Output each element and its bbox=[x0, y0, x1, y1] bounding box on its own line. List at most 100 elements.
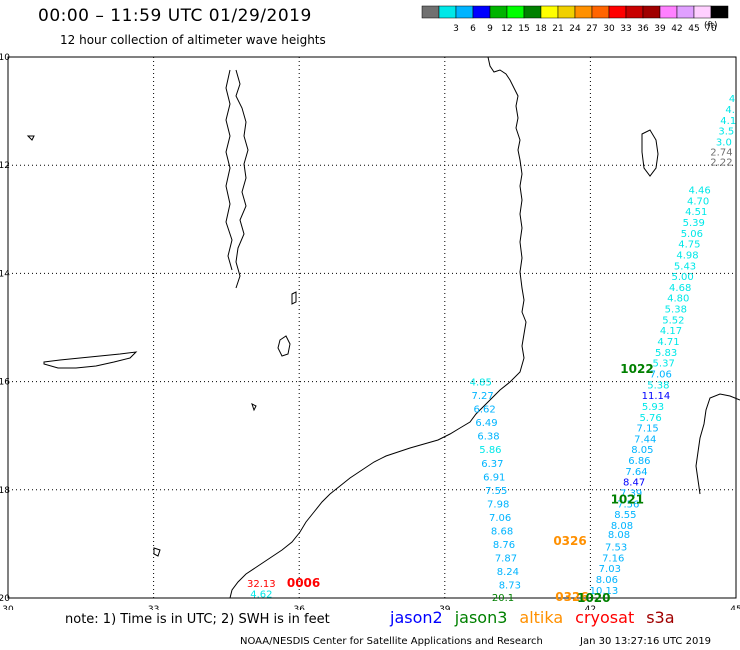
swh-value: 8.05 bbox=[631, 445, 653, 456]
lon-tick-label: 30 bbox=[2, 605, 14, 610]
swh-value: 32.13 bbox=[247, 579, 276, 590]
scale-label: 9 bbox=[487, 24, 493, 34]
swh-value: 5.76 bbox=[639, 413, 661, 424]
swh-value: 6.91 bbox=[483, 472, 505, 483]
lat-tick-label: -20 bbox=[0, 594, 10, 604]
pass-id-label: 1021 bbox=[611, 493, 644, 507]
swh-value: 7.15 bbox=[637, 424, 659, 435]
swh-value: 6.86 bbox=[628, 456, 650, 467]
swh-value: 4.75 bbox=[678, 240, 700, 251]
pass-id-label: 0326 bbox=[555, 590, 588, 604]
map-subtitle: 12 hour collection of altimeter wave hei… bbox=[60, 33, 326, 47]
swh-value: 8.73 bbox=[499, 580, 521, 591]
swh-value: 7.03 bbox=[599, 564, 621, 575]
swh-value: 8.55 bbox=[614, 510, 636, 521]
coastline-segment bbox=[277, 335, 291, 357]
coastline bbox=[26, 56, 740, 599]
scale-label: 6 bbox=[470, 24, 476, 34]
scale-label: 42 bbox=[671, 24, 682, 34]
pass-id-label: 0326 bbox=[553, 534, 586, 548]
swh-color-scale: 3 6 9 12 15 18 21 24 27 30 33 36 39 42 45 70 bbox=[421, 5, 729, 34]
swh-value: 5.52 bbox=[662, 315, 684, 326]
swh-value: 7.56 bbox=[617, 499, 639, 510]
lon-tick-label: 33 bbox=[148, 605, 159, 610]
scale-label: 33 bbox=[620, 24, 631, 34]
swh-value: 5.86 bbox=[479, 445, 501, 456]
swh-value: 4.70 bbox=[687, 196, 709, 207]
swh-value: 4.51 bbox=[685, 207, 707, 218]
satellite-legend-item: cryosat bbox=[575, 608, 635, 627]
scale-label: 30 bbox=[603, 24, 615, 34]
axis-ticks: 30 33 36 39 42 45 -10 -12 -14 -16 -18 -20 bbox=[0, 53, 740, 610]
lon-tick-label: 36 bbox=[293, 605, 305, 610]
scale-label: 18 bbox=[535, 24, 547, 34]
coastline-segment bbox=[225, 69, 233, 271]
lat-tick-label: -16 bbox=[0, 378, 10, 388]
coastline-segment bbox=[251, 403, 257, 412]
swh-value: 3.5 bbox=[718, 127, 734, 138]
swh-value: 5.39 bbox=[683, 218, 705, 229]
swh-value: 2.22 bbox=[710, 157, 732, 168]
satellite-legend-item: jason3 bbox=[454, 608, 508, 627]
swh-value: 8.68 bbox=[491, 526, 513, 537]
swh-value: 7.44 bbox=[634, 434, 656, 445]
swh-value: 7.53 bbox=[605, 543, 627, 554]
scale-label: 24 bbox=[569, 24, 581, 34]
swh-value: 7.06 bbox=[650, 369, 672, 380]
footer-agency: NOAA/NESDIS Center for Satellite Applica… bbox=[240, 636, 543, 647]
swh-value: 20.1 bbox=[492, 593, 514, 604]
swh-value: 4. bbox=[725, 105, 735, 116]
swh-value: 10.13 bbox=[590, 586, 619, 597]
swh-value: 5.83 bbox=[655, 348, 677, 359]
satellite-legend-item: jason2 bbox=[390, 608, 443, 627]
pass-id-label: 1022 bbox=[620, 362, 653, 376]
swh-value: 5.00 bbox=[671, 272, 693, 283]
swh-value: 7.87 bbox=[495, 553, 517, 564]
swh-value: 5.37 bbox=[653, 359, 675, 370]
map-frame bbox=[7, 56, 737, 599]
lon-tick-label: 42 bbox=[585, 605, 596, 610]
footer-timestamp: Jan 30 13:27:16 UTC 2019 bbox=[580, 636, 712, 647]
coastline-segment bbox=[235, 69, 249, 289]
scale-label: 27 bbox=[586, 24, 597, 34]
lon-tick-label: 39 bbox=[439, 605, 451, 610]
swh-value: 7.16 bbox=[602, 553, 624, 564]
swh-value: 8.08 bbox=[611, 521, 633, 532]
pass-id-label: 0006 bbox=[287, 576, 320, 590]
scale-label: 36 bbox=[637, 24, 649, 34]
scale-label: 70 bbox=[705, 24, 717, 34]
swh-value: 6.62 bbox=[473, 405, 495, 416]
lat-tick-label: -18 bbox=[0, 486, 10, 496]
scale-label: 45 bbox=[688, 24, 699, 34]
swh-value: 7.27 bbox=[472, 391, 494, 402]
swh-value: 4.71 bbox=[657, 337, 679, 348]
swh-value: 4.46 bbox=[688, 186, 710, 197]
swh-value: 4.62 bbox=[250, 590, 272, 601]
lon-tick-label: 45 bbox=[730, 605, 740, 610]
satellite-legend: jason2 jason3 altika cryosat s3a bbox=[390, 608, 687, 627]
swh-value: 7.55 bbox=[485, 486, 507, 497]
swh-value: 11.14 bbox=[642, 391, 671, 402]
pass-id-label: 1020 bbox=[577, 591, 610, 605]
swh-value: 8.47 bbox=[623, 478, 645, 489]
scale-swatch bbox=[710, 5, 729, 19]
coastline-segment bbox=[641, 129, 659, 177]
coastline-segment bbox=[153, 547, 161, 557]
swh-value: 5.38 bbox=[647, 380, 669, 391]
swh-value: 7.64 bbox=[625, 467, 647, 478]
swh-value: 4.98 bbox=[676, 250, 698, 261]
lat-tick-label: -14 bbox=[0, 269, 10, 279]
swh-value: 8.76 bbox=[493, 540, 515, 551]
coastline-segment bbox=[291, 291, 297, 305]
swh-value: 4.1 bbox=[720, 116, 736, 127]
swh-value: 5.38 bbox=[665, 305, 687, 316]
lat-tick-label: -12 bbox=[0, 161, 10, 171]
scale-unit: (ft) bbox=[704, 21, 718, 31]
scale-label: 3 bbox=[453, 24, 459, 34]
coastline-segment bbox=[43, 351, 138, 369]
swh-value: 4.80 bbox=[667, 294, 689, 305]
swh-value: 3.0 bbox=[716, 137, 732, 148]
swh-value: 4.85 bbox=[470, 378, 492, 389]
swh-value: 6.38 bbox=[477, 432, 499, 443]
